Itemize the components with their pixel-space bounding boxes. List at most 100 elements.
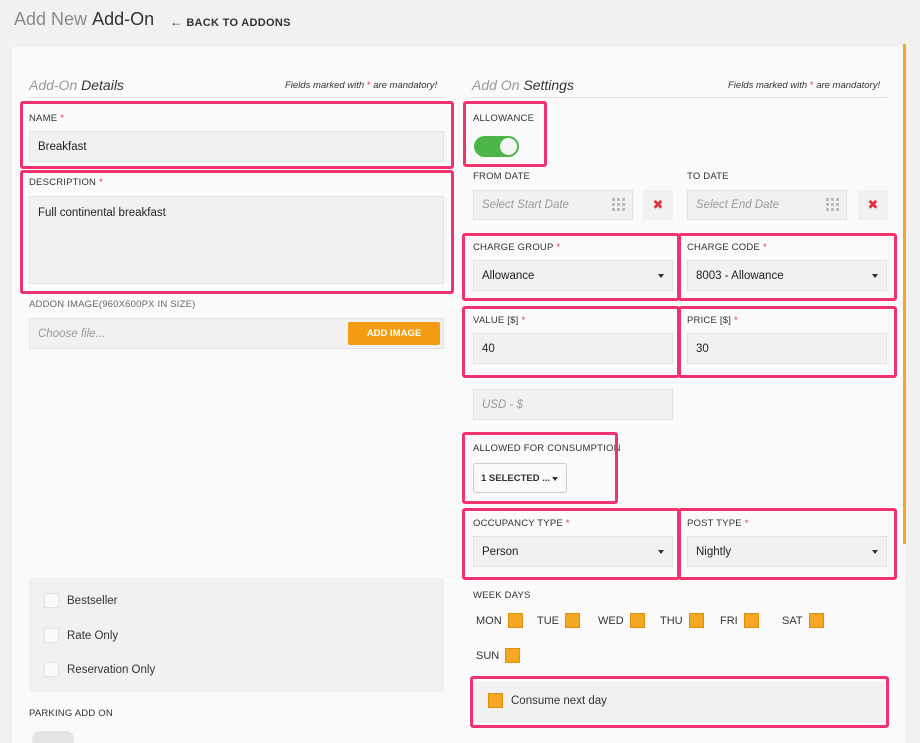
weekday-thu-label: THU [660, 614, 683, 627]
caret-down-icon [552, 477, 558, 481]
checkbox-checked[interactable] [743, 613, 759, 628]
charge-group-label: CHARGE GROUP * [473, 242, 560, 253]
weekday-tue-checkbox[interactable]: TUE [537, 613, 580, 628]
add-image-button[interactable]: ADD IMAGE [348, 322, 440, 345]
mandatory-star: * [366, 80, 371, 91]
settings-title-main: Settings [523, 77, 574, 93]
to-date-input[interactable]: Select End Date [687, 190, 847, 220]
description-textarea[interactable]: Full continental breakfast [29, 196, 444, 284]
arrow-left-icon: ← [170, 15, 183, 29]
weekday-sun-label: SUN [476, 649, 500, 662]
caret-down-icon [872, 549, 878, 554]
charge-group-label-text: CHARGE GROUP [473, 242, 554, 253]
charge-group-select[interactable]: Allowance [473, 260, 673, 291]
reservation-only-label: Reservation Only [67, 663, 156, 676]
details-title-main: Details [81, 77, 124, 93]
weekday-fri-checkbox[interactable]: FRI [720, 613, 759, 628]
charge-group-value: Allowance [482, 269, 535, 282]
bestseller-checkbox[interactable]: Bestseller [44, 593, 118, 608]
post-type-select[interactable]: Nightly [687, 536, 887, 567]
weekday-wed-checkbox[interactable]: WED [598, 613, 645, 628]
required-marker: * [99, 177, 104, 188]
required-marker: * [556, 242, 561, 253]
charge-code-label: CHARGE CODE * [687, 242, 767, 253]
weekday-thu-checkbox[interactable]: THU [660, 613, 704, 628]
from-date-input[interactable]: Select Start Date [473, 190, 633, 220]
reservation-only-checkbox[interactable]: Reservation Only [44, 662, 155, 677]
settings-mandatory-note: Fields marked with * are mandatory! [728, 80, 880, 91]
occupancy-type-label-text: OCCUPANCY TYPE [473, 518, 563, 529]
weekday-fri-label: FRI [720, 614, 738, 627]
occupancy-type-label: OCCUPANCY TYPE * [473, 518, 570, 529]
checkbox-checked[interactable] [688, 613, 704, 628]
mandatory-suffix: are mandatory! [816, 80, 881, 91]
checkbox-checked[interactable] [488, 693, 503, 708]
mandatory-prefix: Fields marked with [728, 80, 808, 91]
details-divider [29, 97, 444, 98]
occupancy-type-select[interactable]: Person [473, 536, 673, 567]
caret-down-icon [658, 273, 664, 278]
page-title-bold: Add-On [92, 9, 155, 29]
name-label-text: NAME [29, 113, 58, 124]
settings-divider [472, 97, 887, 98]
calendar-grid-icon[interactable] [612, 198, 625, 211]
rate-only-label: Rate Only [67, 629, 119, 642]
name-input[interactable]: Breakfast [29, 131, 444, 162]
clear-to-date-button[interactable]: ✖ [858, 190, 888, 220]
page-title: Add New Add-On [14, 9, 154, 30]
required-marker: * [734, 315, 738, 326]
flags-box [29, 578, 444, 692]
post-type-value: Nightly [696, 545, 732, 558]
post-type-label: POST TYPE * [687, 518, 749, 529]
close-icon: ✖ [652, 197, 664, 212]
toggle-knob [500, 138, 517, 155]
required-marker: * [565, 518, 570, 529]
required-marker: * [60, 113, 65, 124]
currency-input[interactable]: USD - $ [473, 389, 673, 420]
checkbox-square[interactable] [44, 628, 59, 643]
caret-down-icon [658, 549, 664, 554]
checkbox-square[interactable] [44, 662, 59, 677]
consume-next-day-label: Consume next day [511, 694, 607, 707]
rate-only-checkbox[interactable]: Rate Only [44, 628, 118, 643]
checkbox-checked[interactable] [505, 648, 521, 663]
checkbox-checked[interactable] [808, 613, 824, 628]
allowed-consumption-multiselect[interactable]: 1 SELECTED ... [473, 463, 567, 493]
price-label: PRICE [$] * [687, 315, 738, 326]
checkbox-square[interactable] [44, 593, 59, 608]
checkbox-checked[interactable] [629, 613, 645, 628]
back-to-addons-link[interactable]: ← BACK TO ADDONS [170, 15, 291, 29]
charge-code-value: 8003 - Allowance [696, 269, 784, 282]
required-marker: * [521, 315, 526, 326]
checkbox-checked[interactable] [507, 613, 523, 628]
weekday-sun-checkbox[interactable]: SUN [476, 648, 521, 663]
weekday-sat-checkbox[interactable]: SAT [782, 613, 824, 628]
weekday-wed-label: WED [598, 614, 624, 627]
weekday-mon-checkbox[interactable]: MON [476, 613, 523, 628]
clear-from-date-button[interactable]: ✖ [643, 190, 673, 220]
mandatory-suffix: are mandatory! [373, 80, 438, 91]
price-input[interactable]: 30 [687, 333, 887, 364]
value-input[interactable]: 40 [473, 333, 673, 364]
parking-addon-label: PARKING ADD ON [29, 708, 113, 719]
checkbox-checked[interactable] [565, 613, 580, 628]
page-title-light: Add New [14, 9, 88, 29]
parking-toggle[interactable] [32, 731, 74, 743]
description-label-text: DESCRIPTION [29, 177, 97, 188]
allowance-toggle[interactable] [474, 136, 519, 157]
allowance-label: ALLOWANCE [473, 113, 535, 124]
mandatory-star: * [809, 80, 814, 91]
details-section-title: Add-On Details [29, 77, 124, 93]
charge-code-select[interactable]: 8003 - Allowance [687, 260, 887, 291]
settings-title-italic: Add On [472, 77, 520, 93]
required-marker: * [744, 518, 749, 529]
name-label: NAME * [29, 113, 64, 124]
bestseller-label: Bestseller [67, 594, 118, 607]
calendar-grid-icon[interactable] [826, 198, 839, 211]
required-marker: * [762, 242, 767, 253]
details-mandatory-note: Fields marked with * are mandatory! [285, 80, 437, 91]
scrollbar-accent[interactable] [903, 44, 906, 544]
price-label-text: PRICE [$] [687, 315, 732, 326]
weekday-tue-label: TUE [537, 614, 559, 627]
consume-next-day-checkbox[interactable]: Consume next day [488, 693, 607, 708]
